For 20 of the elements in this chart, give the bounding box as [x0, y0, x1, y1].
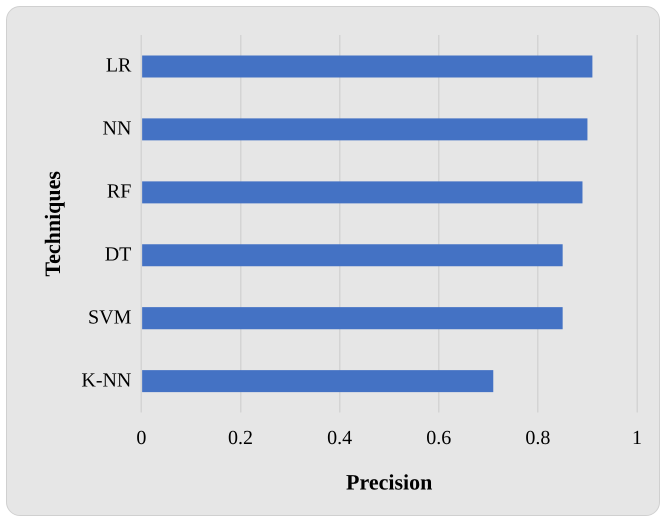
x-tick-label: 0.2: [228, 426, 254, 449]
x-tick-label: 0: [136, 426, 146, 449]
bar: [142, 55, 592, 78]
y-tick-label: DT: [104, 244, 132, 266]
y-tick-label: SVM: [88, 306, 132, 328]
y-axis-title: Techniques: [40, 170, 65, 277]
y-tick-label: RF: [106, 180, 132, 203]
y-tick-label: NN: [102, 118, 132, 140]
bar: [142, 370, 494, 392]
bar: [142, 307, 563, 330]
x-axis-title: Precision: [346, 469, 432, 494]
bar: [142, 118, 588, 140]
x-tick-label: 0.6: [426, 426, 452, 449]
y-tick-label: LR: [106, 54, 132, 77]
x-tick-label: 0.4: [327, 426, 352, 449]
y-tick-label: K-NN: [81, 369, 132, 392]
x-tick-label: 1: [632, 426, 642, 449]
bar: [142, 181, 582, 204]
x-tick-label: 0.8: [525, 426, 550, 449]
bar: [142, 244, 563, 266]
